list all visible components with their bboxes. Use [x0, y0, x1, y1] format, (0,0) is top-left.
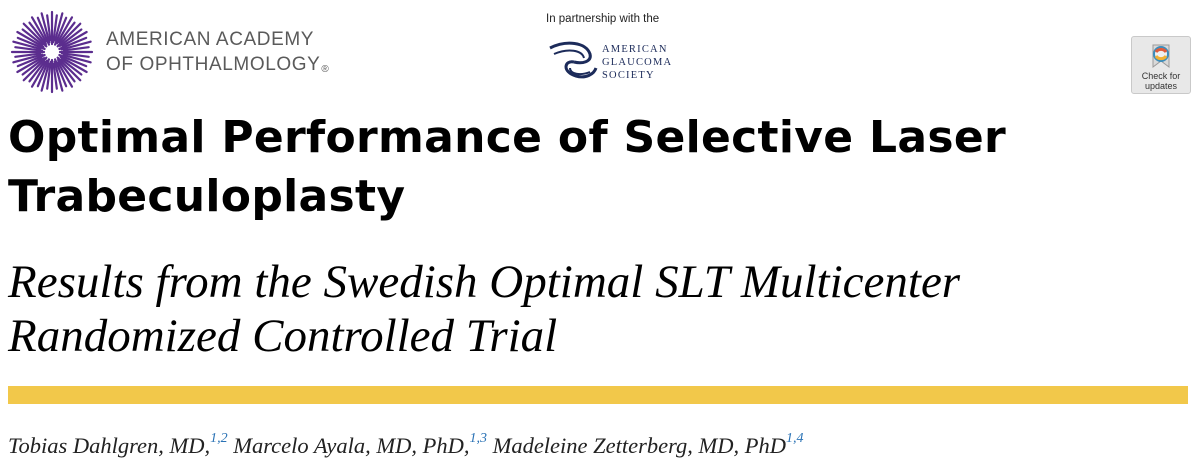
starburst-ray	[59, 55, 88, 74]
starburst-ray	[16, 56, 43, 74]
ags-line2: Glaucoma	[602, 57, 673, 68]
starburst-ray	[12, 40, 42, 50]
starburst-ray	[36, 16, 51, 46]
starburst-ray	[22, 22, 48, 48]
author-list: Tobias Dahlgren, MD,1,2 Marcelo Ayala, M…	[8, 431, 1188, 459]
starburst-ray	[53, 58, 68, 88]
author-affiliation[interactable]: 1,4	[786, 431, 804, 446]
starburst-ray	[60, 52, 90, 58]
starburst-ray	[21, 28, 44, 46]
starburst-ray	[53, 16, 68, 46]
starburst-ray	[58, 53, 88, 68]
check-for-updates-button[interactable]: Check for updates	[1131, 36, 1191, 94]
starburst-ray	[14, 46, 44, 52]
starburst-ray	[52, 14, 58, 44]
starburst-ray	[12, 53, 44, 64]
aao-wordmark: AMERICAN ACADEMY OF OPHTHALMOLOGY®	[106, 27, 329, 77]
starburst-ray	[14, 52, 42, 58]
starburst-ray	[56, 22, 82, 48]
starburst-ray	[16, 53, 46, 68]
crossmark-icon	[1152, 44, 1170, 68]
author-affiliation[interactable]: 1,3	[469, 431, 487, 446]
starburst-ray	[36, 58, 51, 88]
starburst-ray	[16, 30, 45, 49]
starburst-ray	[46, 14, 52, 42]
starburst-ray	[58, 21, 76, 44]
article-subtitle: Results from the Swedish Optimal SLT Mul…	[8, 256, 961, 362]
starburst-ray	[46, 60, 52, 90]
check-for-updates-label: Check for updates	[1132, 71, 1190, 91]
partnership-label: In partnership with the	[546, 13, 660, 25]
aao-starburst-logo	[10, 10, 94, 94]
starburst-ray	[56, 58, 76, 83]
yellow-divider	[8, 386, 1188, 404]
aao-name-line2: OF OPHTHALMOLOGY	[106, 54, 321, 75]
starburst-ray	[60, 40, 92, 51]
author-name: Marcelo Ayala, MD, PhD,	[233, 433, 470, 458]
ags-wordmark: American Glaucoma Society	[602, 43, 672, 82]
starburst-ray	[62, 46, 90, 52]
starburst-ray	[53, 60, 64, 92]
starburst-ray	[28, 60, 46, 83]
starburst-ray	[30, 59, 49, 88]
check-updates-line2: updates	[1144, 81, 1178, 91]
starburst-ray	[56, 56, 82, 82]
ags-line3: Society	[602, 70, 655, 81]
article-title: Optimal Performance of Selective Laser T…	[8, 112, 1006, 222]
ags-swoosh-logo	[549, 41, 598, 79]
starburst-ray	[28, 21, 48, 46]
starburst-ray	[21, 56, 46, 76]
starburst-ray	[30, 16, 48, 43]
starburst-ray	[56, 61, 74, 88]
starburst-ray	[55, 16, 74, 45]
starburst-ray	[62, 54, 92, 64]
author-name: Madeleine Zetterberg, MD, PhD	[492, 433, 787, 458]
starburst-ray	[40, 62, 50, 92]
starburst-ray	[22, 56, 48, 82]
starburst-ray	[58, 28, 83, 48]
ags-line1: American	[602, 44, 668, 55]
author-name: Tobias Dahlgren, MD,	[8, 433, 211, 458]
starburst-ray	[52, 62, 58, 90]
starburst-ray	[40, 12, 51, 44]
starburst-ray	[54, 12, 64, 42]
starburst-ray	[61, 30, 88, 48]
author-affiliation[interactable]: 1,2	[210, 431, 228, 446]
starburst-ray	[16, 36, 46, 51]
starburst-ray	[60, 58, 83, 76]
check-updates-line1: Check for	[1141, 71, 1181, 81]
registered-mark: ®	[321, 64, 330, 75]
aao-name-line1: AMERICAN ACADEMY	[106, 29, 315, 50]
starburst-ray	[58, 36, 88, 51]
